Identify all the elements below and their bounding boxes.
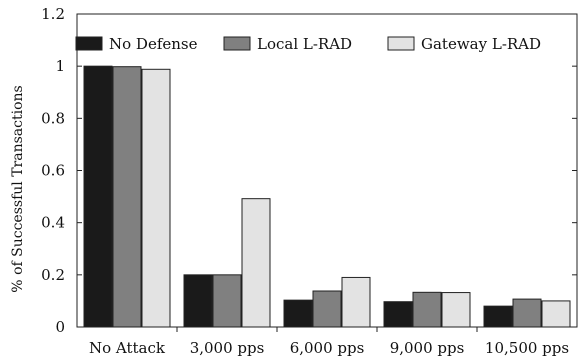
bar	[83, 65, 113, 328]
bar	[512, 298, 542, 328]
bar	[283, 299, 313, 328]
legend-swatch	[223, 36, 251, 51]
x-tick-label: 9,000 pps	[390, 339, 465, 357]
bar	[483, 305, 513, 328]
bar	[341, 276, 371, 328]
legend-label: Gateway L-RAD	[421, 35, 541, 53]
y-tick-label: 0.2	[41, 266, 65, 284]
y-axis: 0 0.2 0.4 0.6 0.8 1 1.2	[41, 5, 577, 336]
bars	[83, 65, 571, 328]
bar	[441, 292, 471, 328]
y-tick-label: 0	[55, 318, 65, 336]
legend-swatch	[387, 36, 415, 51]
y-axis-label: % of Successful Transactions	[10, 85, 26, 292]
bar	[383, 301, 413, 328]
y-tick-label: 0.6	[41, 162, 65, 180]
x-tick-label: 10,500 pps	[485, 339, 569, 357]
x-tick-label: 3,000 pps	[190, 339, 265, 357]
bar	[212, 274, 242, 328]
y-tick-label: 1	[55, 57, 65, 75]
bar	[312, 290, 342, 328]
legend-label: Local L-RAD	[257, 35, 352, 53]
x-axis: No Attack 3,000 pps 6,000 pps 9,000 pps 10,5…	[89, 327, 569, 357]
bar	[112, 66, 142, 328]
y-tick-label: 1.2	[41, 5, 65, 23]
bar	[141, 68, 171, 328]
legend: No Defense Local L-RAD Gateway L-RAD	[75, 35, 541, 53]
x-tick-label: No Attack	[89, 339, 166, 357]
x-tick-label: 6,000 pps	[290, 339, 365, 357]
bar	[183, 274, 213, 328]
bar	[241, 198, 271, 328]
legend-label: No Defense	[109, 35, 198, 53]
bar	[412, 291, 442, 328]
y-tick-label: 0.8	[41, 109, 65, 127]
legend-swatch	[75, 36, 103, 51]
y-tick-label: 0.4	[41, 214, 65, 232]
bar	[541, 300, 571, 328]
